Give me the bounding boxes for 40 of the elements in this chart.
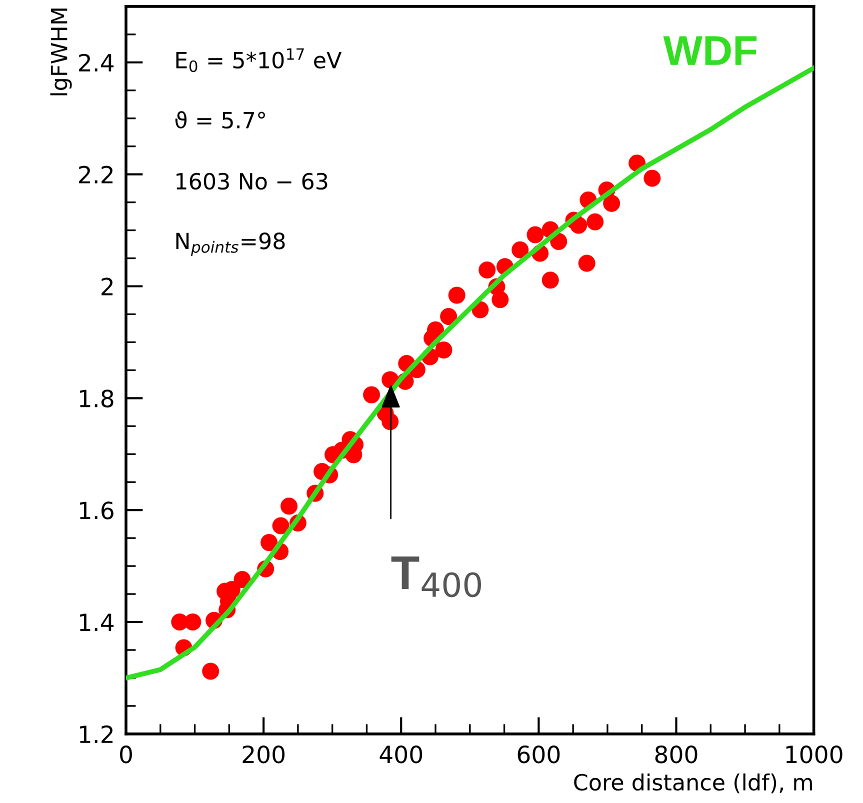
y-tick-label: 1.4 — [80, 614, 114, 631]
annotation: E$_{0}$ = 5*10$^{17}$ eV — [176, 48, 342, 72]
point — [440, 308, 458, 325]
y-tick-label: 1.8 — [80, 390, 114, 408]
x-tick-label: 0 — [120, 745, 132, 764]
point — [526, 226, 544, 244]
point — [260, 534, 278, 552]
y-tick-label: 2.4 — [79, 54, 114, 72]
point — [512, 241, 529, 258]
x-tick-label: 400 — [380, 745, 422, 764]
annotation: 1603 No − 63 — [176, 172, 328, 190]
point — [578, 254, 596, 272]
annotation: T$_{400}$ — [391, 556, 481, 598]
point — [435, 342, 452, 359]
x-axis-title: Core distance (ldf), m — [574, 773, 812, 794]
x-tick-label: 1000 — [786, 745, 842, 764]
point — [272, 517, 290, 534]
y-tick-label: 1.2 — [80, 725, 113, 743]
point — [542, 272, 559, 289]
point — [586, 213, 604, 230]
point — [603, 194, 620, 212]
point — [448, 286, 466, 304]
y-tick-label: 2.2 — [79, 166, 113, 184]
point — [644, 170, 661, 187]
y-tick-label: 2 — [102, 278, 113, 296]
x-tick-label: 800 — [655, 745, 698, 764]
point — [184, 614, 202, 631]
annotation: ϑ = 5.7° — [175, 111, 265, 129]
point — [202, 662, 220, 680]
y-axis-title: lgFWHM — [50, 8, 72, 96]
point — [234, 570, 251, 588]
series-label: WDF — [663, 36, 757, 65]
y-tick-label: 1.6 — [80, 502, 114, 520]
x-tick-label: 600 — [518, 745, 560, 764]
point — [363, 386, 380, 404]
point — [478, 262, 496, 279]
x-tick-label: 200 — [242, 745, 285, 764]
point — [280, 498, 298, 515]
point — [550, 232, 568, 250]
annotation: N$_{points}$=98 — [176, 232, 285, 256]
